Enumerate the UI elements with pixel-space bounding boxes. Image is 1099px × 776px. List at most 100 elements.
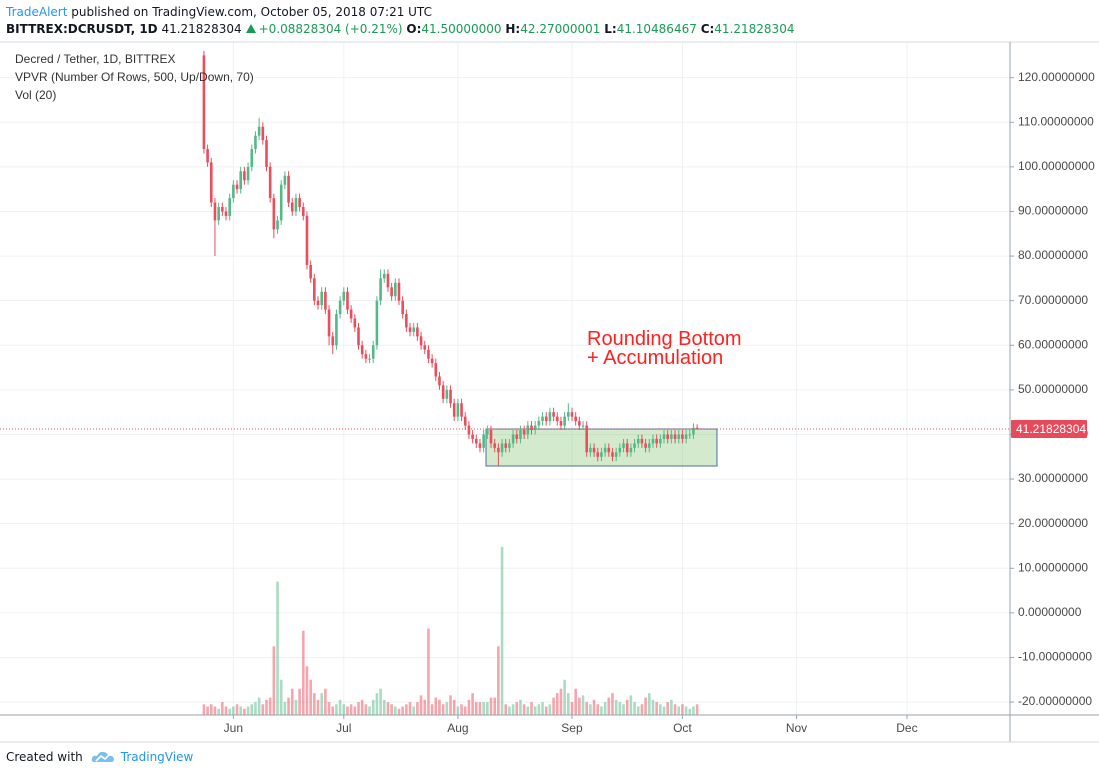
candle-body xyxy=(596,452,600,457)
candle-body xyxy=(272,198,276,230)
candle-body xyxy=(511,434,515,444)
x-tick-label: Sep xyxy=(561,721,583,735)
candle-body xyxy=(298,198,301,208)
candle-body xyxy=(254,135,257,150)
candle-body xyxy=(368,358,371,360)
candle-body xyxy=(427,349,430,359)
candle-body xyxy=(239,171,243,190)
volume-bar xyxy=(419,695,423,715)
candle-body xyxy=(206,149,209,163)
x-tick-label: Jun xyxy=(224,721,243,735)
ohlc-value: 41.10486467 xyxy=(616,22,697,36)
candle-body xyxy=(508,443,511,448)
volume-bar xyxy=(221,702,224,715)
y-tick-label: 70.00000000 xyxy=(1018,293,1088,307)
candle-body xyxy=(681,434,684,439)
candle-body xyxy=(394,282,397,297)
candle-body xyxy=(316,300,320,306)
volume-bar xyxy=(313,693,316,715)
y-tick-label: 30.00000000 xyxy=(1018,471,1088,485)
candle-body xyxy=(622,443,625,448)
candle-body xyxy=(416,327,419,337)
candle-body xyxy=(677,434,681,439)
candle-body xyxy=(441,385,445,399)
volume-bar xyxy=(430,704,434,715)
volume-bar xyxy=(338,699,342,715)
ohlc-value: 42.27000001 xyxy=(520,22,601,36)
volume-bar xyxy=(224,706,228,715)
volume-bar xyxy=(324,688,327,715)
volume-bar xyxy=(666,702,669,715)
volume-bar xyxy=(346,706,349,715)
candle-body xyxy=(555,416,559,422)
volume-bar xyxy=(434,697,438,715)
volume-bar xyxy=(331,706,335,715)
candle-body xyxy=(309,264,312,279)
ohlc-label: O: xyxy=(406,22,422,36)
volume-bar xyxy=(541,702,544,715)
legend-symbol: Decred / Tether, 1D, BITTREX xyxy=(15,52,176,66)
volume-bar xyxy=(533,706,537,715)
candle-body xyxy=(209,162,213,203)
x-tick-label: Oct xyxy=(673,721,692,735)
volume-bar xyxy=(670,699,673,715)
candle-body xyxy=(243,171,246,181)
candle-body xyxy=(636,438,640,444)
volume-bar xyxy=(493,697,496,715)
volume-bar xyxy=(394,706,397,715)
volume-bar xyxy=(581,695,585,715)
y-tick-label: -20.00000000 xyxy=(1018,694,1092,708)
volume-bar xyxy=(537,704,541,715)
candle-body xyxy=(305,215,309,265)
candle-body xyxy=(463,416,467,426)
candle-body xyxy=(684,434,688,439)
candle-body xyxy=(246,166,250,181)
candle-body xyxy=(515,434,519,439)
volume-bar xyxy=(401,706,404,715)
volume-bar xyxy=(371,699,375,715)
candle-body xyxy=(522,430,526,435)
y-tick-label: 60.00000000 xyxy=(1018,337,1088,351)
volume-bar xyxy=(257,697,261,715)
candle-body xyxy=(692,427,695,435)
ohlc-label: H: xyxy=(505,22,521,36)
volume-bar xyxy=(283,702,287,715)
volume-bar xyxy=(405,704,408,715)
volume-bar xyxy=(629,695,633,715)
candle-body xyxy=(567,412,570,417)
volume-bar xyxy=(636,706,640,715)
candle-body xyxy=(445,389,449,399)
candle-body xyxy=(519,430,522,439)
candle-body xyxy=(313,278,316,301)
author[interactable]: TradeAlert xyxy=(6,5,68,19)
candle-body xyxy=(471,434,474,439)
candle-body xyxy=(673,434,677,439)
footer: Created with TradingView xyxy=(6,750,193,764)
candle-body xyxy=(357,327,360,346)
candle-body xyxy=(349,309,353,319)
candle-body xyxy=(342,291,346,301)
candle-body xyxy=(452,403,456,417)
y-tick-label: 120.00000000 xyxy=(1018,70,1095,84)
volume-bar xyxy=(478,702,482,715)
volume-bar xyxy=(511,704,515,715)
candle-body xyxy=(360,345,364,355)
candle-body xyxy=(224,211,228,216)
candle-body xyxy=(460,403,463,417)
volume-bar xyxy=(474,702,478,715)
change: +0.08828304 (+0.21%) xyxy=(258,22,403,36)
volume-bar xyxy=(232,706,235,715)
volume-bar xyxy=(522,704,526,715)
brand-logo[interactable] xyxy=(91,750,115,764)
volume-bar xyxy=(662,706,666,715)
volume-bar xyxy=(519,699,522,715)
volume-bar xyxy=(673,704,677,715)
volume-bar xyxy=(500,546,504,715)
volume-bar xyxy=(530,702,533,715)
ohlc-label: L: xyxy=(604,22,617,36)
volume-bar xyxy=(438,699,441,715)
volume-bar xyxy=(677,706,681,715)
candle-body xyxy=(666,434,669,439)
volume-bar xyxy=(692,706,695,715)
brand[interactable]: TradingView xyxy=(120,750,194,764)
